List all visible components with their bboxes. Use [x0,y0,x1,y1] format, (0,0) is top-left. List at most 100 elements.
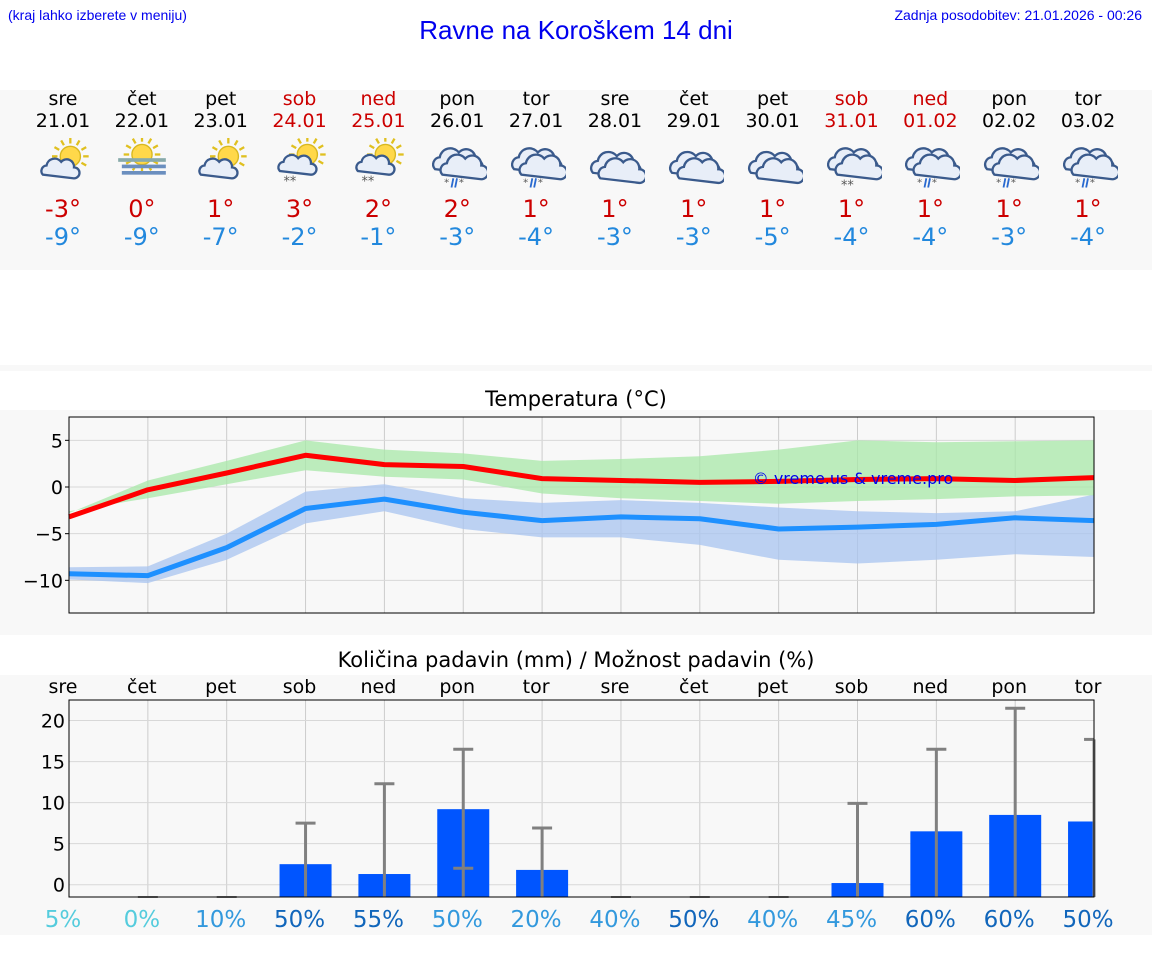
day-name: pon [439,88,476,110]
day-date: 31.01 [824,110,879,132]
precipitation-chance: 55% [353,907,404,933]
day-date: 27.01 [508,110,564,132]
x-category-label: sob [835,676,869,698]
max-temp: 1° [837,195,866,223]
day-date: 01.02 [903,110,958,132]
day-column: ned 25.01 ** 2° -1° [338,88,418,251]
x-category-label: čet [679,676,709,698]
precipitation-chance: 0% [124,907,161,933]
day-date: 28.01 [587,110,643,132]
cloud-sleet-icon: * * [979,138,1042,193]
x-category-label: sob [283,676,317,698]
min-temp: -3° [991,223,1028,251]
min-temp: -4° [912,223,949,251]
y-tick-label: −10 [23,570,63,592]
max-temp: 2° [443,195,471,223]
max-temp: 1° [207,195,235,223]
svg-text:*: * [459,178,464,189]
max-temp: 1° [680,195,708,223]
max-temp: 1° [1074,195,1102,223]
day-date: 26.01 [430,110,485,132]
x-category-label: pon [991,676,1027,698]
temperature-chart-title: Temperatura (°C) [485,387,667,411]
day-column: čet 22.01 0° -9° [102,88,182,251]
x-category-label: tor [523,676,550,698]
watermark: © vreme.us & vreme.pro [753,469,954,488]
max-temp: 1° [759,195,787,223]
x-category-label: čet [127,676,157,698]
max-temp: 1° [995,195,1023,223]
min-temp: -4° [1070,223,1107,251]
svg-text:**: ** [841,178,854,193]
min-temp-line [68,496,1095,579]
day-column: ned 01.02 * * 1° -4° [890,88,970,251]
precipitation-chance: 50% [668,907,719,933]
precipitation-chance: 20% [511,907,562,933]
day-column: sre 28.01 1° -3° [575,88,655,251]
y-tick-label: −5 [35,524,63,546]
sun-cloud-snow-icon: ** [348,136,408,193]
cloud-sleet-icon: * * [900,138,963,193]
svg-text:*: * [1011,178,1016,189]
daily-forecast-strip [0,90,1152,270]
cloud-snow-icon: ** [822,138,884,193]
y-tick-label: 15 [41,752,65,774]
day-name: sre [48,88,78,110]
location-menu-note: (kraj lahko izberete v meniju) [8,7,187,23]
y-tick-label: 20 [41,711,65,733]
day-name: sob [282,88,317,110]
cloud-icon [664,138,727,193]
day-date: 03.02 [1060,110,1116,132]
day-date: 23.01 [193,110,248,132]
separator [0,365,1152,371]
svg-text:**: ** [362,175,375,190]
day-name: pet [757,88,789,110]
x-category-label: pon [439,676,475,698]
precipitation-chart-title: Količina padavin (mm) / Možnost padavin … [337,648,815,672]
svg-text:*: * [538,178,543,189]
min-temp: -4° [518,223,555,251]
last-update-label: Zadnja posodobitev: 21.01.2026 - 00:26 [894,7,1142,23]
svg-text:*: * [996,178,1001,189]
day-name: ned [360,88,397,110]
min-temp-band [69,484,1095,584]
cloud-icon [743,138,805,193]
day-date: 24.01 [272,110,327,132]
day-column: tor 27.01 * * 1° -4° [496,88,576,251]
precipitation-chance: 60% [905,907,956,933]
max-temp: 0° [128,195,156,223]
max-temp: 1° [601,195,629,223]
x-category-label: ned [361,676,397,698]
day-column: pon 26.01 * * 2° -3° [417,88,497,251]
x-category-label: pet [757,676,788,698]
day-name: čet [679,88,709,110]
min-temp: -4° [833,223,870,251]
x-category-label: pet [205,676,236,698]
x-category-label: ned [912,676,948,698]
min-temp: -2° [281,223,318,251]
day-column: pet 30.01 1° -5° [733,88,813,251]
day-date: 21.01 [35,110,91,132]
day-column: tor 03.02 * * 1° -4° [1048,88,1128,251]
max-temp-line [68,452,1095,520]
sun-cloud-icon [33,138,93,193]
precipitation-chance: 50% [274,907,325,933]
day-name: ned [912,88,949,110]
max-temp: 1° [916,195,944,223]
svg-text:*: * [1090,178,1095,189]
y-tick-label: 0 [53,875,65,897]
min-temp: -3° [439,223,476,251]
day-name: tor [1074,88,1102,110]
sun-cloud-icon [191,138,251,193]
sun-cloud-snow-icon: ** [270,136,330,193]
day-name: pet [205,88,237,110]
plot-frame [68,699,1095,898]
svg-text:**: ** [283,175,296,190]
day-column: pet 23.01 1° -7° [181,88,261,251]
y-tick-label: 5 [51,430,63,452]
x-category-label: sre [600,676,629,698]
min-temp: -1° [360,223,397,251]
day-column: čet 29.01 1° -3° [654,88,734,251]
precipitation-chance: 40% [747,907,798,933]
